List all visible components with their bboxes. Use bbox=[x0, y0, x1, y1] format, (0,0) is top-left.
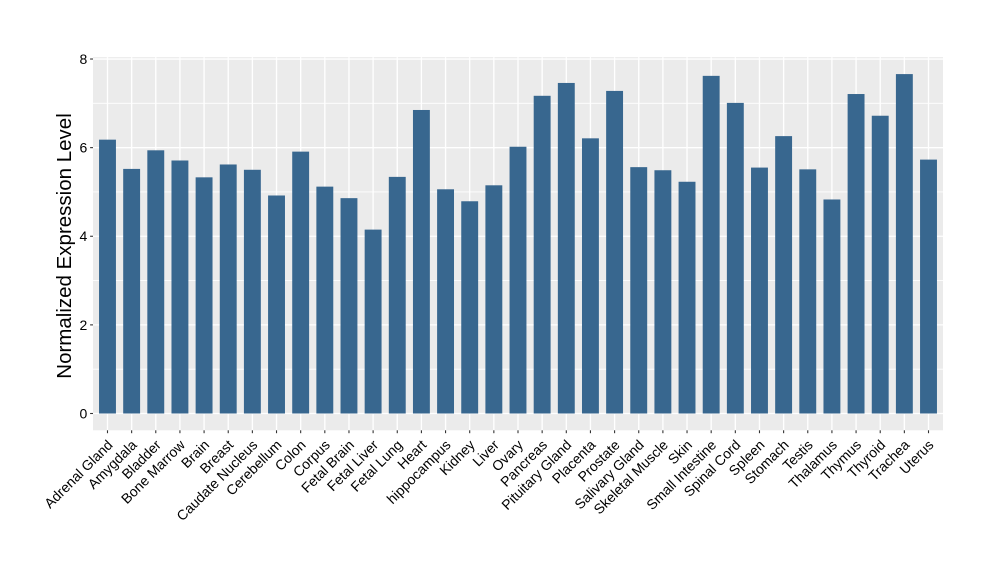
svg-text:8: 8 bbox=[80, 51, 88, 67]
svg-text:4: 4 bbox=[80, 228, 88, 244]
svg-text:0: 0 bbox=[80, 405, 88, 421]
svg-text:Normalized Expression Level: Normalized Expression Level bbox=[53, 113, 76, 378]
svg-text:6: 6 bbox=[80, 140, 88, 156]
svg-text:2: 2 bbox=[80, 317, 88, 333]
